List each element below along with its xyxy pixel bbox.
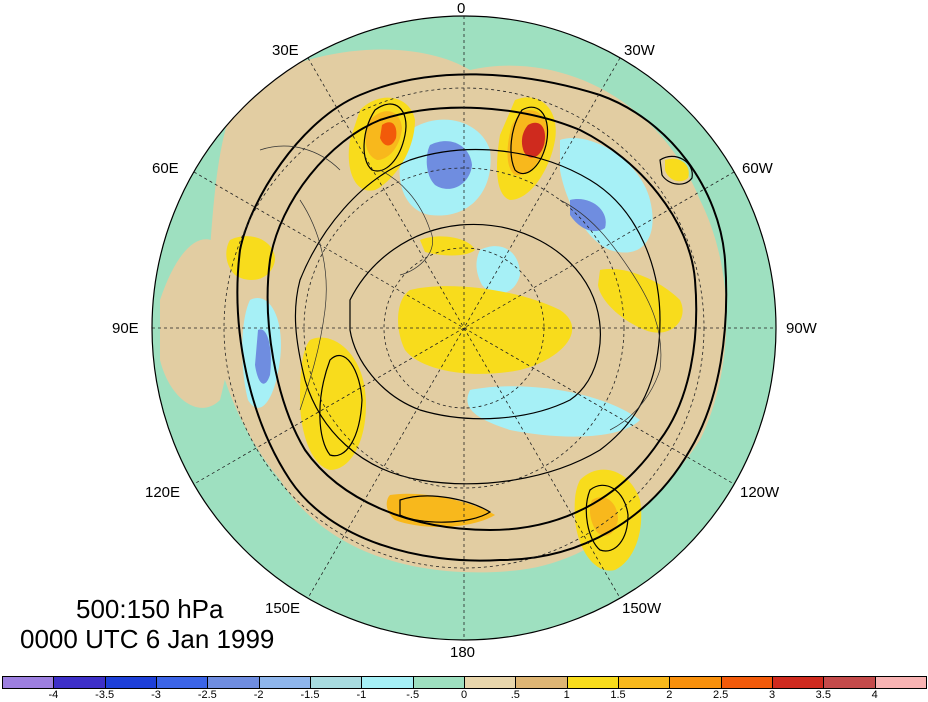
colorbar-tick-label: 1 <box>563 689 570 701</box>
colorbar-tick-label: 1.5 <box>610 689 626 701</box>
colorbar-swatch <box>104 676 157 689</box>
colorbar-tick-label: -3.5 <box>95 689 115 701</box>
colorbar-swatch <box>874 676 927 689</box>
colorbar-swatch <box>772 676 825 689</box>
lon-label-90w: 90W <box>786 320 817 337</box>
colorbar-tick-label: 3 <box>768 689 776 701</box>
lon-label-90e: 90E <box>112 320 139 337</box>
colorbar-swatch <box>310 676 363 689</box>
colorbar-tick-label: -1 <box>356 689 367 701</box>
colorbar <box>0 676 928 690</box>
colorbar-tick-label: -3 <box>151 689 161 701</box>
colorbar-tick-label: -4 <box>48 689 59 701</box>
shaded-field <box>152 16 776 640</box>
colorbar-tick-label: -2.5 <box>197 689 217 701</box>
colorbar-swatch <box>618 676 671 689</box>
lon-label-120w: 120W <box>740 484 780 501</box>
lon-label-0: 0 <box>457 0 466 17</box>
colorbar-tick-label: 2.5 <box>713 689 729 701</box>
colorbar-swatch <box>258 676 311 689</box>
colorbar-tick-label: -2 <box>253 689 264 701</box>
colorbar-swatch <box>207 676 260 689</box>
colorbar-swatch <box>720 676 773 689</box>
lon-label-30e: 30E <box>272 42 299 59</box>
colorbar-swatch <box>669 676 722 689</box>
map-border <box>151 15 777 641</box>
colorbar-tick-label: 2 <box>666 689 673 701</box>
colorbar-swatch <box>156 676 209 689</box>
colorbar-tick-label: 4 <box>871 689 878 701</box>
colorbar-swatch <box>2 676 55 689</box>
colorbar-tick-label: -1.5 <box>300 689 320 701</box>
colorbar-swatch <box>566 676 619 689</box>
lon-label-30w: 30W <box>624 42 655 59</box>
lon-label-60e: 60E <box>152 160 179 177</box>
colorbar-tick-label: .5 <box>510 689 520 701</box>
lon-label-150e: 150E <box>265 600 301 617</box>
colorbar-tick-label: -.5 <box>406 689 420 701</box>
colorbar-swatch <box>412 676 465 689</box>
lon-label-60w: 60W <box>742 160 773 177</box>
lon-label-150w: 150W <box>622 600 662 617</box>
colorbar-tick-label: 0 <box>460 689 468 701</box>
lon-label-120e: 120E <box>145 484 181 501</box>
colorbar-swatch <box>515 676 568 689</box>
title-time: 0000 UTC 6 Jan 1999 <box>20 624 275 654</box>
lon-label-180: 180 <box>450 644 476 661</box>
colorbar-swatch <box>361 676 414 689</box>
colorbar-tick-label: 3.5 <box>815 689 831 701</box>
colorbar-swatch <box>823 676 876 689</box>
colorbar-swatch <box>53 676 106 689</box>
title-levels: 500:150 hPa <box>76 594 224 624</box>
colorbar-swatch <box>464 676 517 689</box>
